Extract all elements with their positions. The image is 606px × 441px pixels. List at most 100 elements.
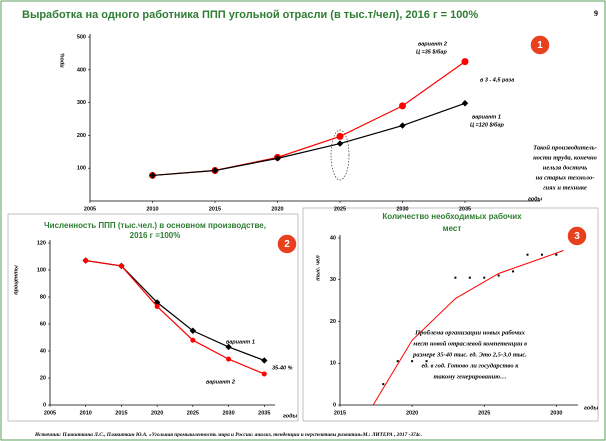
chart-title: Количество необходимых рабочих <box>382 212 522 221</box>
data-point <box>226 356 232 362</box>
series-line <box>85 259 265 375</box>
data-point <box>382 383 385 386</box>
series-label: вариант 1 <box>472 114 501 120</box>
note: на старых техноло- <box>536 174 595 181</box>
data-point <box>118 263 124 269</box>
y-tick-label: 0 <box>333 402 336 408</box>
y-tick-label: 100 <box>77 166 86 172</box>
data-point <box>336 140 344 147</box>
badge-label: 2 <box>284 239 290 250</box>
x-tick-label: 2025 <box>187 410 199 416</box>
data-point <box>399 102 406 110</box>
data-point <box>153 299 161 306</box>
x-tick-label: 2020 <box>151 410 163 416</box>
series-label: вариант 2 <box>418 41 447 47</box>
data-point <box>211 167 219 174</box>
data-point <box>526 253 529 256</box>
data-point <box>261 357 268 364</box>
badge <box>276 233 298 255</box>
y-tick-label: 20 <box>330 319 336 325</box>
x-tick-label: 2025 <box>334 206 346 212</box>
slide-title: Выработка на одного работника ППП угольн… <box>22 9 478 21</box>
chart-title: мест <box>443 224 462 233</box>
axis-label: годы <box>283 413 298 419</box>
note: такому генерированию… <box>433 373 506 380</box>
x-tick-label: 2005 <box>84 206 96 212</box>
series-label: вариант 1 <box>226 339 255 345</box>
x-tick-label: 2015 <box>209 206 221 212</box>
note: Такой производитель- <box>533 144 597 151</box>
data-point <box>454 276 457 279</box>
data-point <box>483 276 486 279</box>
note: Проблема организации новых рабочих <box>414 329 526 336</box>
y-tick-label: 500 <box>77 34 86 40</box>
y-tick-label: 0 <box>43 402 46 408</box>
x-tick-label: 2010 <box>146 206 158 212</box>
data-point <box>396 360 399 363</box>
x-tick-label: 2015 <box>115 410 127 416</box>
data-point <box>154 303 160 309</box>
axis-label: проц. <box>59 52 65 68</box>
annotation: Ц =35 $/бар <box>416 48 447 55</box>
data-point <box>261 371 267 377</box>
x-tick-label: 2035 <box>258 410 270 416</box>
note: нельзя достичь <box>543 164 588 171</box>
data-point <box>399 122 406 129</box>
data-point <box>512 270 515 273</box>
axis-label: проценты <box>13 265 19 295</box>
badge <box>529 34 551 56</box>
y-tick-label: 120 <box>37 240 46 246</box>
x-tick-label: 2030 <box>550 410 562 416</box>
annotation: Ц =120 $/бар <box>470 121 505 128</box>
annotation: в 3 - 4,5 раза <box>480 77 514 83</box>
highlight-ellipse <box>330 129 350 181</box>
data-point <box>336 132 344 140</box>
y-tick-label: 40 <box>330 235 336 241</box>
data-point <box>461 58 469 66</box>
panel-frame <box>302 207 599 422</box>
data-point <box>189 327 197 334</box>
y-tick-label: 400 <box>77 67 86 73</box>
y-tick-label: 200 <box>77 133 86 139</box>
badge-label: 3 <box>574 231 580 242</box>
x-tick-label: 2030 <box>396 206 408 212</box>
y-tick-label: 60 <box>40 321 46 327</box>
data-point <box>411 360 414 363</box>
y-tick-label: 100 <box>37 267 46 273</box>
note: ед. в год. Готово ли государство к <box>421 362 519 369</box>
badge <box>566 225 588 247</box>
source: Источник: Плакиткина Л.С., Плакиткин Ю.А… <box>34 431 422 438</box>
y-tick-label: 10 <box>330 361 336 367</box>
x-tick-label: 2020 <box>271 206 283 212</box>
axis-label: тыс. чел <box>315 255 321 281</box>
y-tick-label: 300 <box>77 100 86 106</box>
note: мест новой отраслевой компетенции в <box>412 340 527 347</box>
data-point <box>190 337 196 343</box>
note: гиях и технике <box>543 184 587 191</box>
y-tick-label: 30 <box>330 277 336 283</box>
axis-label: годы <box>528 196 543 202</box>
y-tick-label: 80 <box>40 294 46 300</box>
data-point <box>274 155 281 162</box>
x-tick-label: 2010 <box>80 410 92 416</box>
y-tick-label: 40 <box>40 348 46 354</box>
y-tick-label: 20 <box>40 375 46 381</box>
axis-label: годы <box>584 405 599 411</box>
page-number: 9 <box>594 9 598 18</box>
data-point <box>497 274 500 277</box>
panel-frame <box>7 213 299 422</box>
chart-title: Численность ППП (тыс.чел.) в основном пр… <box>44 221 266 230</box>
data-point <box>149 172 156 179</box>
badge-label: 1 <box>537 40 543 51</box>
x-tick-label: 2005 <box>44 410 56 416</box>
data-point <box>461 100 469 107</box>
series-label: вариант 2 <box>206 379 235 385</box>
x-tick-label: 2035 <box>459 206 471 212</box>
data-point <box>225 343 232 351</box>
data-point <box>425 360 428 363</box>
series-line <box>152 102 466 177</box>
note: ности труда, конечно <box>533 154 598 161</box>
x-tick-label: 2015 <box>334 410 346 416</box>
trend-line <box>372 250 564 406</box>
